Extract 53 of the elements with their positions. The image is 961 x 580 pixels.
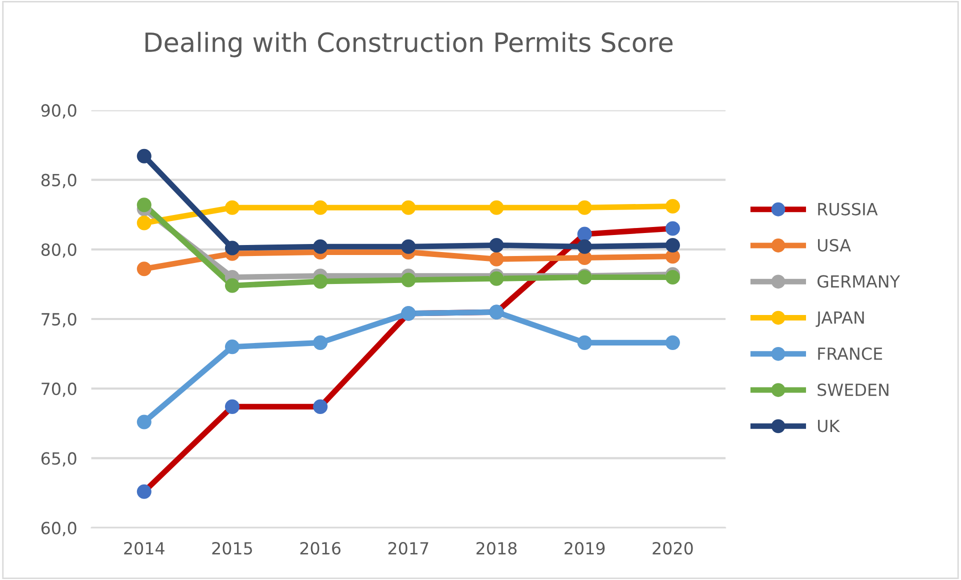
point [313,239,328,254]
point [577,239,592,254]
legend-label: GERMANY [818,275,900,288]
point [136,148,152,164]
point [136,484,152,499]
point [136,198,152,212]
point [577,200,592,215]
x-tick-label: 2018 [476,542,517,555]
point [224,278,240,293]
point [665,270,680,285]
point [489,252,504,266]
point [577,226,592,242]
point [665,221,680,236]
legend-label: RUSSIA [818,202,878,216]
x-tick-label: 2017 [388,542,428,555]
point [313,200,328,215]
point [136,262,152,276]
point [224,399,240,414]
point [577,335,592,350]
point [224,200,240,215]
point [313,335,328,350]
y-tick-label: 65,0 [41,452,76,466]
x-tick-label: 2015 [212,542,252,555]
point [665,335,680,350]
point [401,272,416,288]
y-tick-label: 85,0 [41,174,76,188]
point [665,198,680,214]
point [136,414,152,430]
y-tick-label: 90,0 [41,104,76,118]
legend-label: FRANCE [818,347,882,360]
x-tick-label: 2016 [300,542,340,555]
y-tick-label: 70,0 [42,382,76,397]
x-tick-label: 2019 [564,542,605,555]
point [136,216,152,230]
point [313,274,328,289]
x-tick-label: 2020 [652,542,693,555]
y-tick-label: 75,0 [42,312,76,328]
y-tick-label: 80,0 [41,243,76,258]
chart-title: Dealing with Construction Permits Score [146,32,673,58]
point [665,238,680,253]
point [313,399,328,414]
point [489,238,504,253]
legend-label: SWEDEN [818,383,888,396]
point [401,239,416,254]
legend-label: USA [818,238,851,252]
legend-label: JAPAN [816,311,864,327]
y-tick-label: 60,0 [41,522,76,536]
point [224,340,240,354]
point [401,200,416,215]
legend-label: UK [818,420,840,432]
x-tick-label: 2014 [124,542,164,555]
point [224,240,240,256]
point [489,200,504,215]
